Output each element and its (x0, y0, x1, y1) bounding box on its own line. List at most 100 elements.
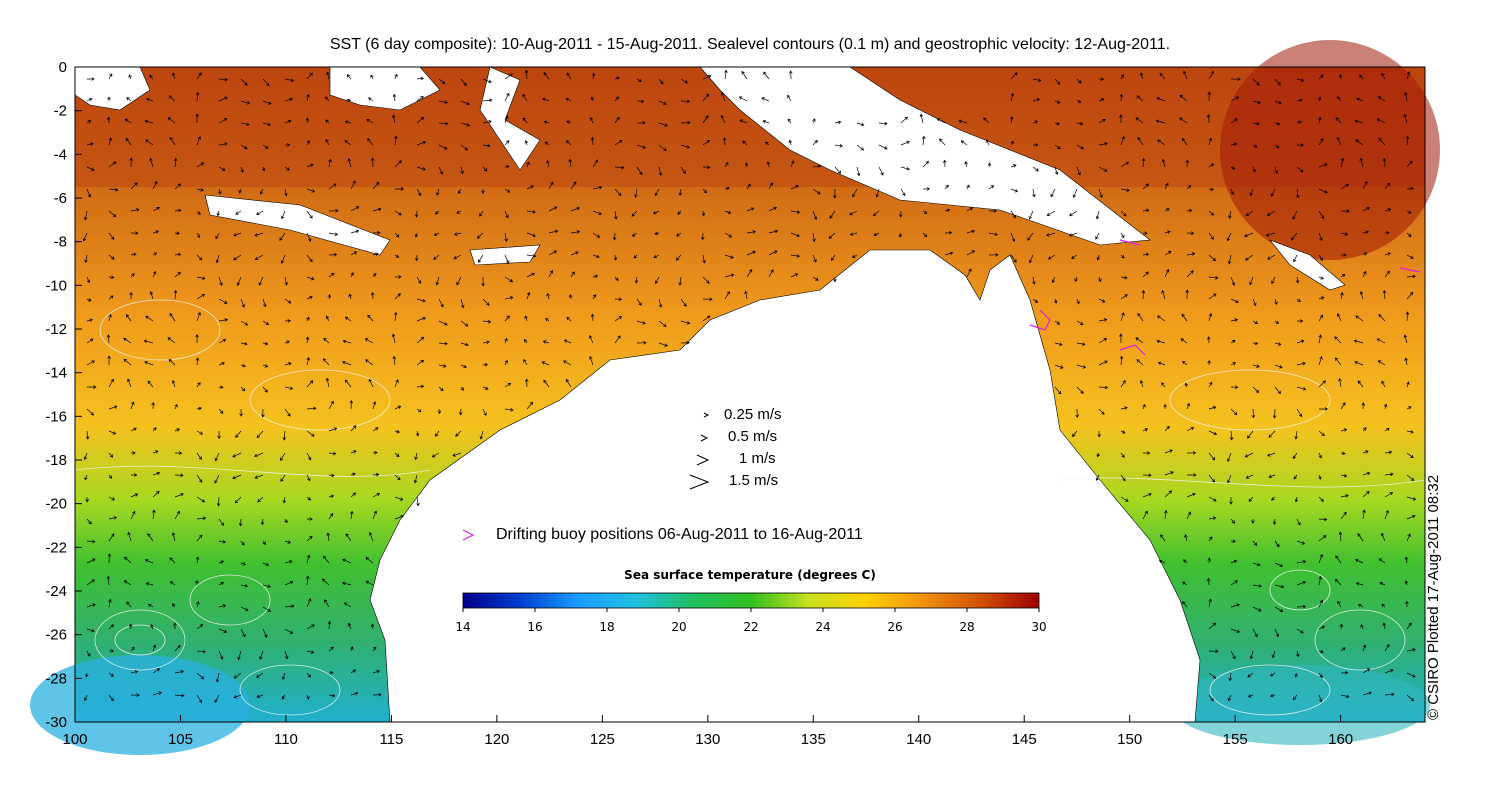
velocity-arrow (346, 98, 352, 103)
velocity-arrow (438, 166, 444, 175)
velocity-arrow (526, 232, 536, 238)
velocity-arrow (1208, 137, 1213, 146)
velocity-arrow (84, 672, 89, 678)
velocity-arrow (394, 160, 402, 168)
velocity-arrow (108, 161, 117, 168)
velocity-arrow (1010, 72, 1018, 80)
velocity-arrow (631, 232, 638, 237)
velocity-arrow (592, 274, 599, 279)
velocity-arrow (215, 232, 220, 240)
velocity-arrow (1296, 339, 1305, 344)
velocity-arrow (280, 452, 286, 461)
velocity-arrow (1230, 96, 1240, 102)
velocity-arrow (282, 430, 287, 441)
velocity-arrow (1226, 474, 1232, 484)
velocity-arrow (790, 185, 799, 190)
velocity-arrow (790, 254, 800, 258)
y-tick-label: -26 (45, 627, 67, 644)
velocity-arrow (1182, 601, 1188, 608)
velocity-arrow (456, 276, 462, 286)
velocity-arrow (658, 298, 663, 308)
velocity-arrow (1208, 598, 1212, 608)
velocity-arrow (196, 382, 201, 388)
velocity-arrow (1206, 577, 1211, 586)
velocity-arrow (504, 164, 510, 169)
velocity-arrow (1336, 313, 1342, 322)
velocity-arrow (130, 646, 135, 652)
velocity-arrow (370, 157, 375, 168)
velocity-arrow (1318, 188, 1328, 194)
velocity-arrow (1230, 559, 1238, 564)
velocity-arrow (1076, 144, 1084, 150)
velocity-arrow (742, 140, 748, 146)
velocity-arrow (1142, 231, 1148, 235)
velocity-arrow (543, 120, 550, 124)
velocity-arrow (1137, 313, 1144, 322)
velocity-arrow (350, 691, 359, 696)
velocity-arrow (341, 581, 352, 586)
velocity-arrow (108, 137, 113, 146)
velocity-arrow (1318, 553, 1324, 564)
velocity-arrow (436, 188, 440, 196)
velocity-arrow (1226, 452, 1232, 462)
velocity-arrow (988, 209, 998, 213)
velocity-arrow (1274, 342, 1282, 346)
velocity-arrow (152, 490, 160, 498)
velocity-arrow (284, 604, 295, 608)
velocity-arrow (680, 340, 690, 345)
velocity-arrow (86, 579, 95, 586)
velocity-arrow (145, 582, 154, 586)
velocity-arrow (145, 315, 154, 322)
velocity-arrow (282, 496, 287, 504)
velocity-arrow (86, 166, 95, 171)
velocity-arrow (1270, 672, 1276, 677)
velocity-arrow (236, 276, 242, 286)
velocity-arrow (1406, 186, 1414, 191)
velocity-arrow (570, 181, 577, 190)
velocity-arrow (1164, 509, 1168, 520)
velocity-arrow (702, 254, 706, 264)
velocity-arrow (1161, 289, 1166, 300)
velocity-arrow (702, 93, 710, 102)
velocity-arrow (631, 210, 638, 217)
velocity-arrow (1380, 532, 1386, 542)
velocity-arrow (739, 119, 748, 124)
velocity-arrow (392, 355, 397, 366)
velocity-arrow (238, 518, 243, 527)
velocity-arrow (1252, 100, 1262, 105)
velocity-arrow (254, 232, 264, 237)
velocity-arrow (1157, 315, 1166, 322)
velocity-arrow (1032, 120, 1039, 124)
velocity-arrow (658, 166, 663, 177)
velocity-arrow (1136, 359, 1144, 366)
x-tick-label: 155 (1223, 731, 1248, 748)
velocity-arrow (1179, 117, 1188, 124)
velocity-arrow (592, 294, 597, 300)
velocity-arrow (1142, 252, 1150, 257)
velocity-arrow (129, 157, 134, 168)
velocity-arrow (1359, 74, 1364, 80)
velocity-arrow (1229, 497, 1233, 505)
velocity-arrow (328, 208, 339, 213)
velocity-arrow (1095, 210, 1100, 220)
velocity-arrow (1184, 534, 1188, 542)
velocity-arrow (1120, 188, 1130, 192)
velocity-arrow (240, 562, 247, 566)
velocity-arrow (394, 232, 400, 238)
velocity-arrow (173, 157, 178, 168)
velocity-arrow (1230, 77, 1241, 81)
velocity-arrow (127, 531, 132, 542)
velocity-arrow (86, 338, 94, 344)
velocity-arrow (1032, 188, 1036, 198)
velocity-arrow (481, 276, 485, 287)
velocity-arrow (1076, 364, 1087, 369)
velocity-arrow (1381, 72, 1386, 80)
velocity-arrow (1355, 315, 1364, 322)
velocity-arrow (766, 161, 771, 168)
velocity-arrow (482, 408, 487, 417)
velocity-arrow (262, 320, 270, 325)
velocity-arrow (1120, 430, 1126, 434)
velocity-arrow (1267, 452, 1276, 457)
velocity-arrow (812, 164, 822, 168)
velocity-arrow (1137, 136, 1144, 146)
